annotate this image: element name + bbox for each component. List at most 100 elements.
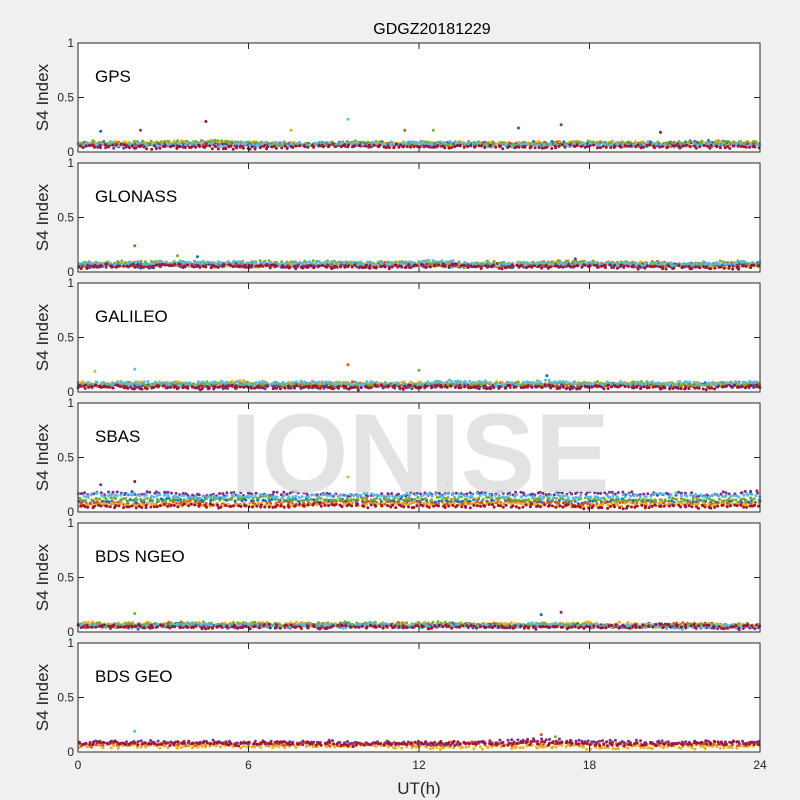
data-point — [718, 140, 722, 144]
data-point — [700, 139, 704, 143]
data-point — [594, 384, 598, 388]
data-point — [628, 140, 632, 144]
data-point — [173, 262, 177, 266]
data-point — [118, 384, 122, 388]
data-point — [529, 145, 533, 149]
data-point — [163, 263, 167, 267]
data-point — [438, 140, 442, 144]
data-point — [294, 144, 298, 148]
data-point — [399, 143, 403, 147]
data-point — [477, 144, 481, 148]
data-point — [222, 263, 226, 267]
data-point — [142, 262, 146, 266]
data-point — [655, 261, 658, 265]
outlier-point — [99, 129, 103, 133]
data-point — [394, 142, 398, 146]
data-point — [275, 386, 279, 390]
data-point — [250, 265, 254, 268]
data-point — [175, 387, 179, 391]
data-point — [168, 142, 172, 146]
data-point — [501, 147, 505, 151]
data-point — [362, 140, 366, 144]
data-point — [616, 263, 620, 267]
data-point — [380, 384, 384, 388]
data-point — [449, 384, 453, 388]
data-point — [672, 266, 676, 270]
data-point — [302, 380, 306, 384]
data-point — [313, 141, 317, 145]
data-point — [372, 143, 376, 147]
data-point — [678, 380, 682, 384]
data-point — [216, 147, 220, 151]
data-point — [510, 381, 514, 385]
data-point — [264, 263, 268, 267]
data-point — [580, 265, 584, 269]
data-point — [746, 140, 750, 144]
data-point — [679, 141, 683, 145]
data-point — [642, 385, 646, 389]
data-point — [737, 267, 741, 271]
data-point — [409, 145, 413, 149]
data-point — [500, 267, 504, 271]
data-point — [292, 261, 296, 265]
data-point — [307, 260, 311, 264]
data-point — [727, 264, 731, 268]
data-point — [235, 146, 239, 150]
data-point — [253, 383, 257, 387]
data-point — [185, 263, 189, 267]
data-point — [194, 142, 198, 146]
data-point — [724, 139, 728, 143]
data-point — [522, 260, 526, 264]
data-point — [284, 262, 288, 265]
data-point — [672, 140, 676, 144]
data-point — [530, 142, 534, 146]
data-point — [301, 262, 305, 265]
data-point — [732, 144, 735, 148]
data-point — [142, 380, 146, 384]
data-point — [424, 266, 428, 269]
data-point — [214, 265, 218, 269]
data-point — [372, 262, 376, 266]
data-point — [682, 261, 686, 265]
data-point — [387, 146, 391, 149]
data-point — [741, 380, 745, 384]
data-point — [201, 380, 205, 384]
data-point — [353, 385, 357, 389]
data-point — [462, 263, 466, 267]
data-point — [451, 259, 455, 263]
data-point — [582, 263, 586, 267]
outlier-point — [289, 128, 293, 132]
data-point — [358, 265, 362, 269]
data-point — [334, 145, 337, 149]
data-point — [169, 145, 173, 149]
data-point — [269, 261, 273, 264]
data-point — [81, 146, 85, 150]
data-point — [161, 384, 165, 388]
data-point — [651, 261, 654, 265]
data-point — [686, 384, 690, 388]
data-point — [489, 387, 492, 391]
data-point — [353, 263, 357, 267]
data-point — [585, 261, 589, 265]
data-point — [433, 260, 437, 264]
data-point — [176, 139, 180, 143]
data-point — [516, 383, 520, 387]
data-point — [150, 143, 154, 147]
data-point — [354, 381, 358, 384]
data-point — [224, 144, 228, 148]
data-point — [755, 142, 758, 146]
data-point — [216, 139, 220, 143]
data-point — [495, 383, 499, 387]
data-point — [475, 381, 479, 385]
panel-label: GPS — [95, 67, 131, 86]
y-axis-label: S4 Index — [33, 63, 52, 131]
plot-area — [78, 283, 760, 392]
data-point — [176, 380, 180, 384]
data-point — [298, 144, 302, 148]
data-point — [712, 387, 716, 391]
data-point — [301, 385, 305, 389]
data-point — [581, 141, 584, 145]
data-point — [608, 143, 612, 147]
data-point — [304, 385, 308, 389]
data-point — [178, 259, 182, 263]
